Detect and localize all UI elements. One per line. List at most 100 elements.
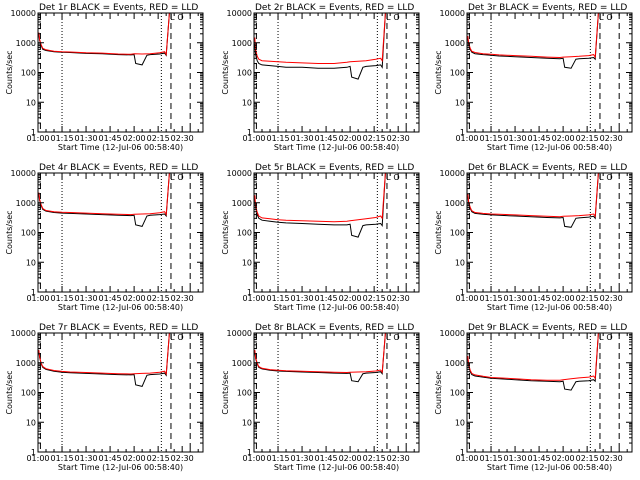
xtick-label: 01:30 <box>75 134 98 143</box>
series-lld-line <box>38 332 170 376</box>
xtick-label: 02:00 <box>552 294 575 303</box>
xtick-label: 02:15 <box>363 454 386 463</box>
xtick-label: 01:45 <box>528 294 551 303</box>
ytick-label: 10000 <box>11 329 36 338</box>
xtick-label: 01:00 <box>455 294 478 303</box>
ytick-label: 100 <box>450 69 465 78</box>
x-axis-label: Start Time (12-Jul-06 00:58:40) <box>487 143 612 152</box>
xtick-label: 01:00 <box>26 294 49 303</box>
y-axis-label: Counts/sec <box>434 370 443 414</box>
ytick-label: 1000 <box>232 199 252 208</box>
series-events-line <box>254 12 386 80</box>
xtick-label: 01:00 <box>455 134 478 143</box>
series-events-line <box>38 172 170 227</box>
xtick-label: 02:00 <box>123 294 146 303</box>
panel-title: Det 8r BLACK = Events, RED = LLD <box>255 323 414 333</box>
ytick-label: 100 <box>237 389 252 398</box>
plot-frame <box>466 172 633 293</box>
xtick-label: 01:15 <box>50 134 73 143</box>
ytick-label: 10 <box>26 98 36 107</box>
x-axis-label: Start Time (12-Jul-06 00:58:40) <box>58 143 183 152</box>
xtick-label: 01:15 <box>479 454 502 463</box>
xtick-label: 01:15 <box>50 454 73 463</box>
marker-o-label: O <box>177 13 183 22</box>
ytick-label: 100 <box>450 389 465 398</box>
marker-o-label: O <box>393 333 399 342</box>
panel-title: Det 6r BLACK = Events, RED = LLD <box>468 163 627 173</box>
panel-title: Det 4r BLACK = Events, RED = LLD <box>39 163 198 173</box>
panel-title: Det 3r BLACK = Events, RED = LLD <box>468 3 627 13</box>
xtick-label: 02:30 <box>171 294 194 303</box>
marker-l-label: L <box>386 173 391 182</box>
xtick-label: 02:00 <box>339 294 362 303</box>
xtick-label: 02:15 <box>576 294 599 303</box>
y-axis-label: Counts/sec <box>221 370 230 414</box>
xtick-label: 01:15 <box>50 294 73 303</box>
xtick-label: 01:30 <box>504 134 527 143</box>
y-axis-label: Counts/sec <box>5 210 14 254</box>
series-events-line <box>254 172 386 238</box>
ytick-label: 100 <box>237 69 252 78</box>
xtick-label: 02:00 <box>339 454 362 463</box>
xtick-label: 01:15 <box>479 134 502 143</box>
xtick-label: 02:00 <box>339 134 362 143</box>
ytick-label: 1000 <box>445 359 465 368</box>
series-events-line <box>467 332 599 391</box>
series-events-line <box>467 12 599 69</box>
marker-l-label: L <box>386 333 391 342</box>
ytick-label: 1 <box>31 288 36 297</box>
ytick-label: 1 <box>460 448 465 457</box>
plot-frame <box>253 172 420 293</box>
plot-frame <box>253 332 420 453</box>
ytick-label: 1000 <box>232 39 252 48</box>
xtick-label: 02:15 <box>363 294 386 303</box>
ytick-label: 10 <box>455 258 465 267</box>
xtick-label: 02:30 <box>387 294 410 303</box>
ytick-label: 10 <box>242 258 252 267</box>
panel-title: Det 1r BLACK = Events, RED = LLD <box>39 3 198 13</box>
xtick-label: 01:00 <box>26 134 49 143</box>
y-axis-label: Counts/sec <box>221 210 230 254</box>
ytick-label: 1000 <box>16 39 36 48</box>
xtick-label: 02:15 <box>147 454 170 463</box>
marker-o-label: O <box>606 173 612 182</box>
xtick-label: 02:00 <box>552 454 575 463</box>
marker-l-label: L <box>599 173 604 182</box>
series-lld-line <box>467 12 599 59</box>
xtick-label: 01:15 <box>266 454 289 463</box>
ytick-label: 1 <box>31 128 36 137</box>
marker-o-label: O <box>177 333 183 342</box>
xtick-label: 01:30 <box>291 294 314 303</box>
ytick-label: 10000 <box>11 9 36 18</box>
x-axis-label: Start Time (12-Jul-06 00:58:40) <box>487 303 612 312</box>
xtick-label: 02:30 <box>387 454 410 463</box>
ytick-label: 10 <box>242 98 252 107</box>
xtick-label: 01:00 <box>242 454 265 463</box>
panel-title: Det 7r BLACK = Events, RED = LLD <box>39 323 198 333</box>
marker-l-label: L <box>170 173 175 182</box>
ytick-label: 1 <box>247 448 252 457</box>
panel-title: Det 2r BLACK = Events, RED = LLD <box>255 3 414 13</box>
ytick-label: 1 <box>247 288 252 297</box>
xtick-label: 01:45 <box>99 134 122 143</box>
marker-o-label: O <box>606 333 612 342</box>
ytick-label: 1 <box>247 128 252 137</box>
xtick-label: 01:15 <box>266 134 289 143</box>
xtick-label: 02:00 <box>123 134 146 143</box>
marker-l-label: L <box>599 13 604 22</box>
y-axis-label: Counts/sec <box>434 210 443 254</box>
xtick-label: 02:30 <box>600 454 623 463</box>
xtick-label: 02:15 <box>576 134 599 143</box>
series-lld-line <box>38 12 170 57</box>
plot-frame <box>37 12 204 133</box>
plot-frame <box>253 12 420 133</box>
xtick-label: 02:15 <box>147 134 170 143</box>
y-axis-label: Counts/sec <box>5 370 14 414</box>
series-lld-line <box>254 332 386 374</box>
